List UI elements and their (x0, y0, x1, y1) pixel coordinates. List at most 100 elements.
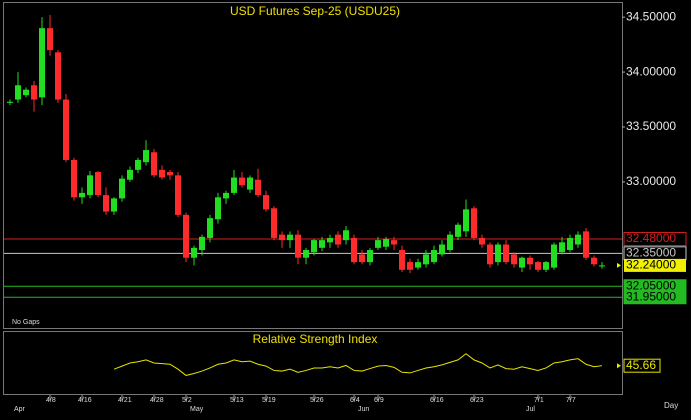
month-label: Apr (14, 406, 26, 413)
level-label-box (623, 232, 687, 247)
candle-body (527, 257, 533, 265)
candle-body (207, 218, 213, 238)
candle-body (343, 230, 349, 241)
candle-body (87, 175, 93, 196)
candle-body (479, 237, 485, 245)
rsi-arrow (617, 363, 621, 369)
candle-body (255, 179, 261, 196)
y-tick-label: 34.50000 (626, 9, 676, 23)
candle-body (183, 214, 189, 258)
candle-body (399, 250, 405, 270)
gap-note: No Gaps (12, 319, 40, 326)
level-label: 32.05000 (626, 278, 676, 292)
candle-body (39, 28, 45, 98)
candle-body (119, 178, 125, 199)
candle-body (519, 257, 525, 268)
rsi-panel-frame (3, 331, 623, 395)
candle-body (575, 234, 581, 245)
candle-body (359, 254, 365, 263)
last-price-box (624, 258, 686, 272)
candle-body (383, 239, 389, 247)
candle-body (127, 169, 133, 180)
candle-body (367, 250, 373, 263)
candle-body (471, 208, 477, 238)
candle-body (215, 197, 221, 220)
x-tick-label: 5/2 (182, 397, 192, 404)
rsi-value-box (623, 358, 661, 373)
candle-body (23, 89, 29, 96)
candle-body (311, 240, 317, 253)
x-tick-label: 6/16 (430, 397, 444, 404)
level-label: 31.95000 (626, 289, 676, 303)
candle-body (55, 52, 61, 100)
candle-body (63, 99, 69, 160)
candle-body (95, 172, 101, 196)
candle-body (159, 169, 165, 178)
candle-body (455, 224, 461, 237)
candle-body (327, 237, 333, 243)
candle-body (423, 254, 429, 265)
candle-body (167, 172, 173, 176)
candle-body (391, 240, 397, 245)
candle-body (583, 231, 589, 258)
candle-body (559, 242, 565, 253)
x-tick-label: 5/13 (230, 397, 244, 404)
y-tick-label: 33.50000 (626, 119, 676, 133)
last-price-arrow (617, 262, 621, 268)
candle-body (103, 195, 109, 212)
candle-body (303, 250, 309, 258)
candle-body (191, 247, 197, 258)
candle-body (503, 244, 509, 263)
rsi-title: Relative Strength Index (253, 332, 378, 346)
x-tick-label: 6/4 (350, 397, 360, 404)
candle-body (535, 262, 541, 270)
last-price-label: 32.24000 (626, 258, 676, 272)
candle-body (487, 244, 493, 265)
candle-body (511, 254, 517, 265)
month-label: May (190, 406, 204, 413)
x-tick-label: 7/7 (566, 397, 576, 404)
price-panel-frame (3, 2, 623, 329)
candle-body (415, 262, 421, 268)
candle-body (375, 240, 381, 248)
candle-body (199, 236, 205, 251)
x-tick-label: 4/21 (118, 397, 132, 404)
candle-body (295, 234, 301, 258)
candle-body (15, 85, 21, 100)
x-unit: Day (664, 401, 678, 410)
candle-body (263, 195, 269, 210)
candle-body (279, 234, 285, 241)
candle-body (287, 234, 293, 241)
month-label: Jul (526, 406, 535, 413)
candle-body (319, 240, 325, 248)
x-tick-label: 6/9 (374, 397, 384, 404)
rsi-line (113, 353, 603, 376)
candle-body (79, 192, 85, 198)
level-label-box (623, 290, 687, 305)
level-label: 32.35000 (626, 245, 676, 259)
level-label: 32.48000 (626, 231, 676, 245)
candle-body (135, 159, 141, 170)
candle-body (175, 175, 181, 215)
chart-title: USD Futures Sep-25 (USDU25) (230, 4, 400, 18)
x-tick-label: 7/1 (534, 397, 544, 404)
x-tick-label: 4/28 (150, 397, 164, 404)
candle-body (335, 234, 341, 245)
candle-body (447, 234, 453, 251)
candle-body (439, 244, 445, 255)
candle-body (495, 244, 501, 263)
candle-body (351, 237, 357, 263)
candle-body (543, 262, 549, 270)
candle-body (551, 244, 557, 268)
candle-body (591, 257, 597, 265)
candle-body (599, 265, 605, 267)
x-tick-label: 5/19 (262, 397, 276, 404)
candle-body (567, 237, 573, 251)
x-tick-label: 4/8 (46, 397, 56, 404)
candle-body (31, 85, 37, 100)
candle-body (407, 262, 413, 270)
x-tick-label: 5/26 (310, 397, 324, 404)
x-tick-label: 6/23 (470, 397, 484, 404)
x-tick-label: 4/16 (78, 397, 92, 404)
